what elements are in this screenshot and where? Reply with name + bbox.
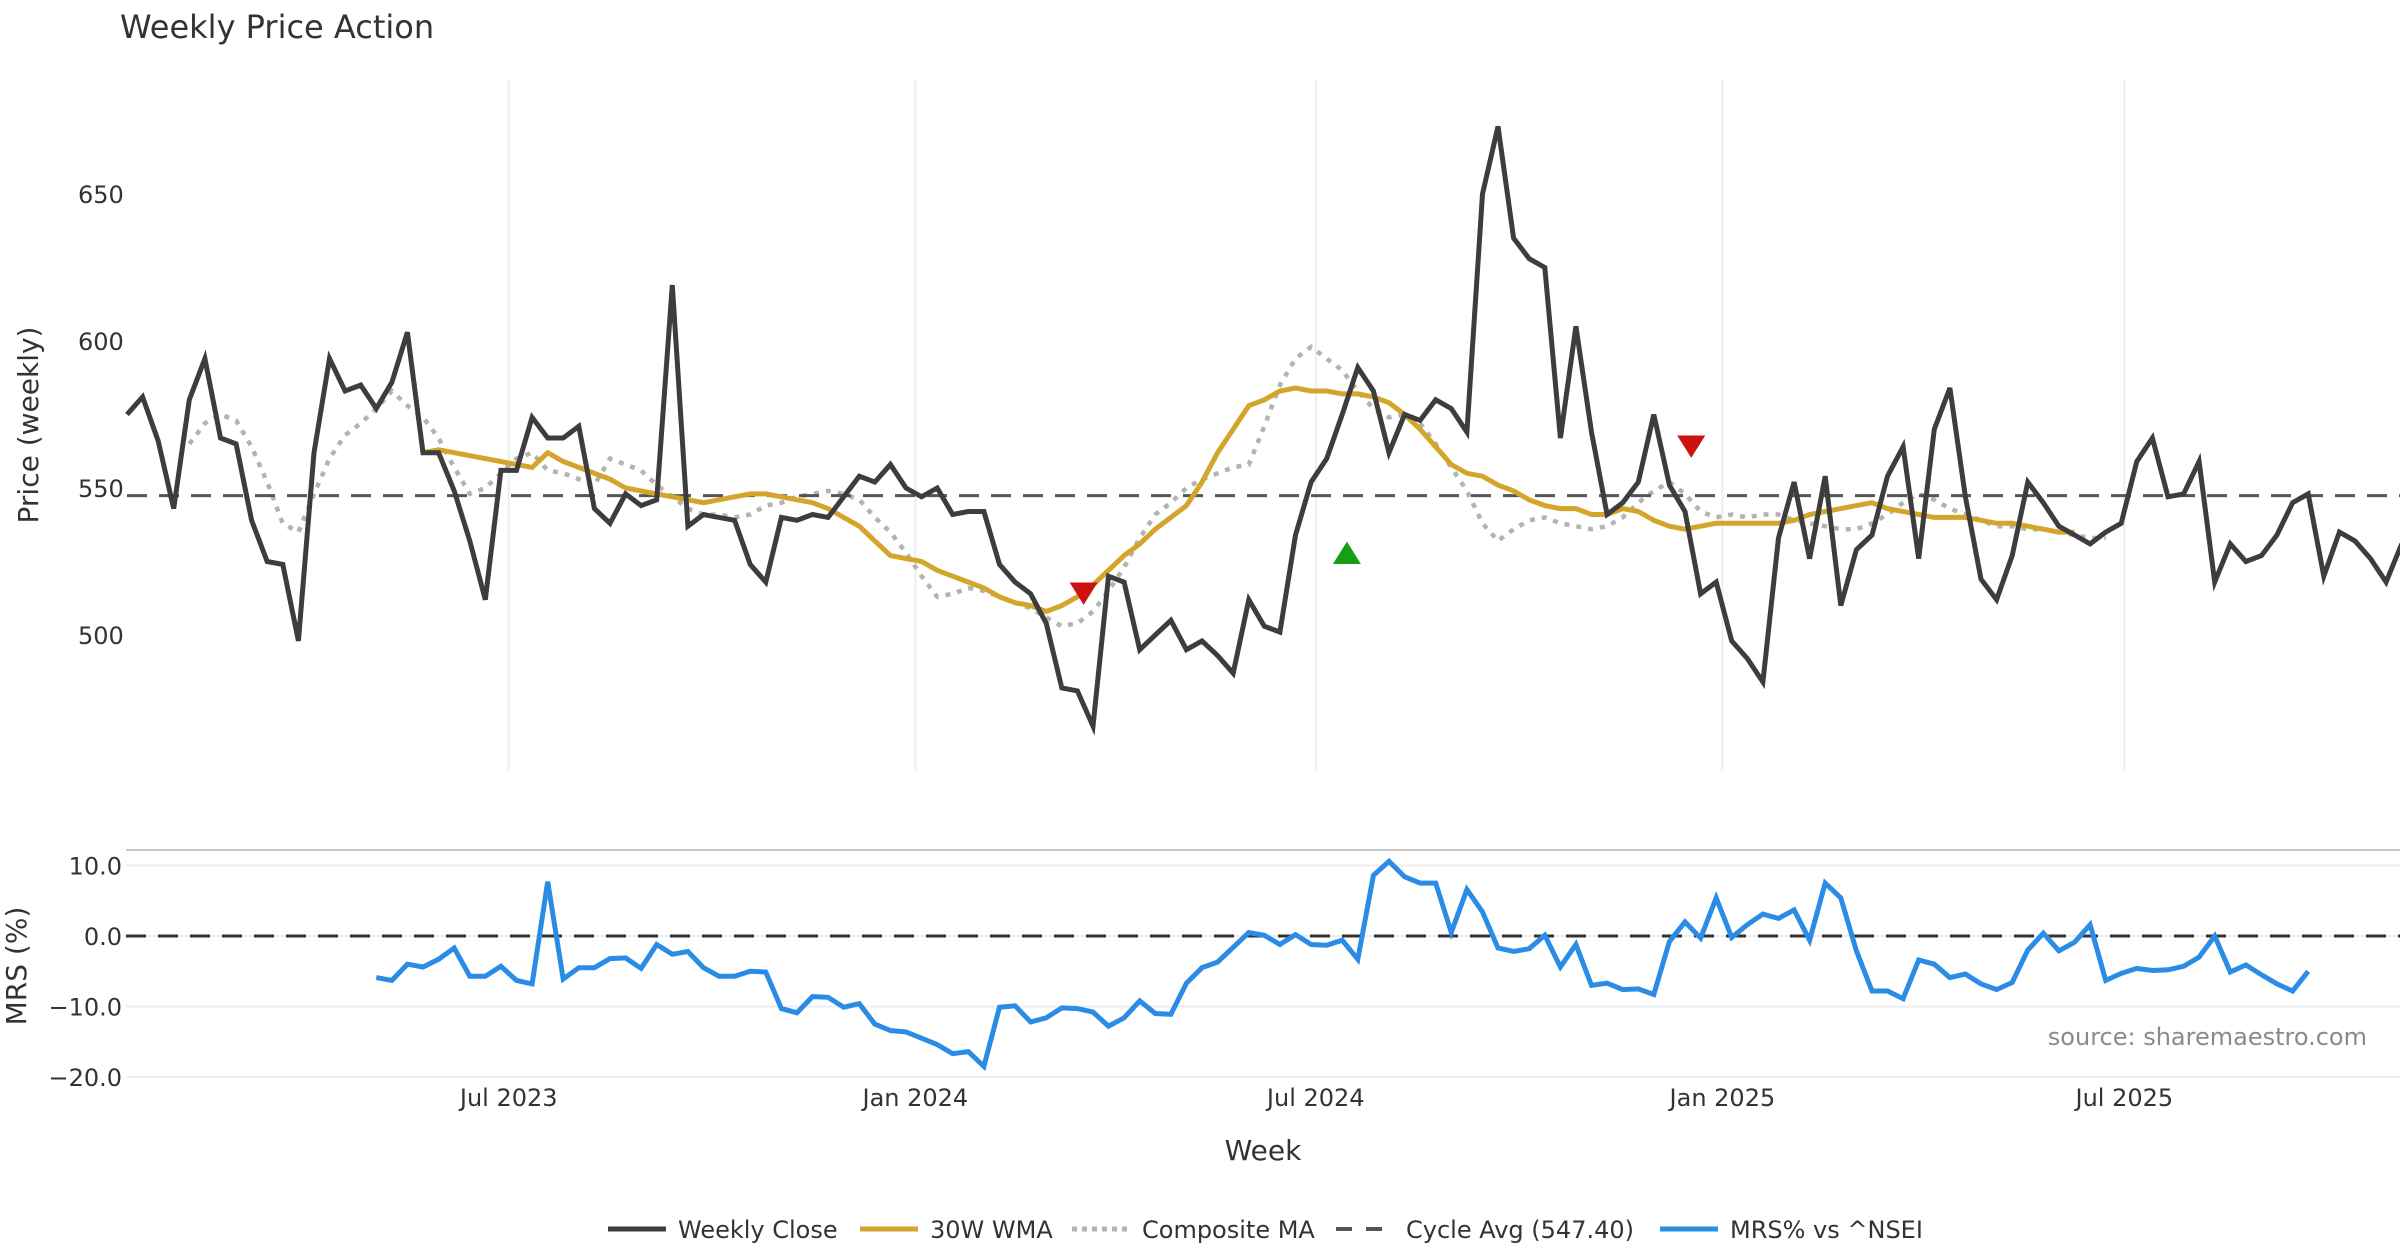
- signal-markers: [1069, 435, 1706, 605]
- price-y-tick-label: 550: [78, 475, 124, 503]
- price-y-axis-label: Price (weekly): [12, 327, 45, 524]
- price-y-tick-label: 500: [78, 622, 124, 650]
- legend-item: Cycle Avg (547.40): [1336, 1216, 1634, 1244]
- price-series: [125, 125, 2400, 736]
- x-tick-label: Jan 2024: [860, 1084, 968, 1112]
- sell-signal-marker: [1069, 582, 1098, 605]
- legend-label: Composite MA: [1142, 1216, 1315, 1244]
- mrs-y-axis-label: MRS (%): [0, 907, 33, 1026]
- price-y-tick-label: 650: [78, 181, 124, 209]
- legend-item: Composite MA: [1072, 1216, 1315, 1244]
- buy-signal-marker: [1332, 541, 1361, 565]
- x-tick-label: Jan 2025: [1668, 1084, 1776, 1112]
- x-tick-label: Jul 2024: [1265, 1084, 1365, 1112]
- price-vertical-grid: [507, 80, 2126, 770]
- weekly-close-line: [125, 125, 2400, 736]
- x-tick-label: Jul 2025: [2074, 1084, 2174, 1112]
- mrs-y-tick-label: −20.0: [48, 1064, 122, 1092]
- legend: Weekly Close 30W WMA Composite MA Cycle Avg…: [608, 1216, 1923, 1244]
- composite-ma-line: [187, 344, 2106, 629]
- legend-item: Weekly Close: [608, 1216, 838, 1244]
- legend-label: 30W WMA: [930, 1216, 1053, 1244]
- mrs-line: [375, 857, 2311, 1072]
- legend-item: MRS% vs ^NSEI: [1660, 1216, 1923, 1244]
- price-y-ticks: 500 550 600 650: [78, 181, 124, 650]
- chart-title: Weekly Price Action: [120, 8, 434, 46]
- mrs-y-ticks: 10.0 0.0 −10.0 −20.0: [48, 853, 122, 1093]
- price-y-tick-label: 600: [78, 328, 124, 356]
- mrs-y-tick-label: −10.0: [48, 994, 122, 1022]
- legend-label: Cycle Avg (547.40): [1406, 1216, 1634, 1244]
- price-panel: 500 550 600 650 Price (weekly): [12, 80, 2400, 770]
- legend-item: 30W WMA: [860, 1216, 1053, 1244]
- legend-label: MRS% vs ^NSEI: [1730, 1216, 1923, 1244]
- x-axis-label: Week: [1225, 1134, 1302, 1167]
- source-credit: source: sharemaestro.com: [2048, 1023, 2367, 1051]
- mrs-series: [126, 857, 2400, 1072]
- mrs-y-tick-label: 10.0: [69, 853, 122, 881]
- legend-label: Weekly Close: [678, 1216, 838, 1244]
- mrs-y-tick-label: 0.0: [84, 923, 122, 951]
- sell-signal-marker: [1677, 435, 1706, 458]
- mrs-panel: 10.0 0.0 −10.0 −20.0 MRS (%) source: sharem…: [0, 853, 2400, 1093]
- x-tick-label: Jul 2023: [458, 1084, 558, 1112]
- x-ticks: Jul 2023 Jan 2024 Jul 2024 Jan 2025 Jul 2025: [458, 1084, 2173, 1112]
